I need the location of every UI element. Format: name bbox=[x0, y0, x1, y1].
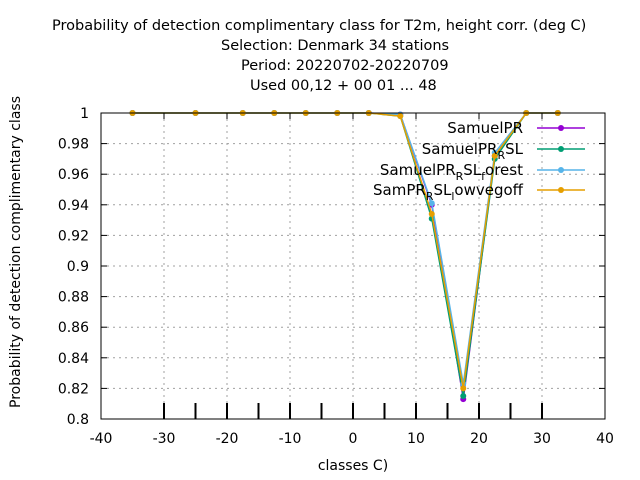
data-point bbox=[428, 200, 435, 207]
grid bbox=[101, 113, 605, 419]
data-point bbox=[428, 210, 435, 217]
x-tick-label: -30 bbox=[153, 431, 176, 447]
x-axis-label: classes C) bbox=[318, 458, 388, 474]
x-tick-label: 20 bbox=[470, 431, 488, 447]
chart-title: Probability of detection complimentary c… bbox=[52, 18, 587, 34]
y-tick-label: 0.8 bbox=[67, 412, 89, 428]
legend-swatch-point bbox=[558, 167, 564, 173]
chart-subtitle-selection: Selection: Denmark 34 stations bbox=[221, 38, 450, 54]
y-axis-label: Probability of detection complimentary c… bbox=[8, 96, 24, 408]
y-tick-label: 0.82 bbox=[58, 381, 89, 397]
legend-swatch-point bbox=[558, 187, 564, 193]
x-tick-label: 0 bbox=[349, 431, 358, 447]
y-tick-label: 0.9 bbox=[67, 259, 89, 275]
x-tick-label: 10 bbox=[407, 431, 425, 447]
x-tick-label: 30 bbox=[533, 431, 551, 447]
legend: SamuelPR SamuelPRRSLSamuelPRRSLforestSamP… bbox=[373, 119, 585, 203]
chart-subtitle-used: Used 00,12 + 00 01 ... 48 bbox=[250, 78, 437, 94]
data-point bbox=[397, 113, 404, 120]
axis-ticks: -40 -30 -20 -10 0 10 20 30 40 0.8 0.82 0.84 0.86 0.88… bbox=[58, 106, 614, 447]
x-tick-label: -10 bbox=[279, 431, 302, 447]
x-tick-label: 40 bbox=[596, 431, 614, 447]
data-point bbox=[460, 393, 467, 400]
y-tick-label: 0.94 bbox=[58, 198, 89, 214]
y-tick-label: 0.92 bbox=[58, 228, 89, 244]
legend-label: SamuelPRRSLforest bbox=[380, 161, 523, 183]
legend-label: SamuelPR bbox=[447, 119, 523, 137]
x-tick-label: -20 bbox=[216, 431, 239, 447]
data-point bbox=[460, 385, 467, 392]
y-tick-label: 0.86 bbox=[58, 320, 89, 336]
y-tick-label: 1 bbox=[80, 106, 89, 122]
x-tick-label: -40 bbox=[90, 431, 113, 447]
legend-label: SamPRRSLlowvegoff bbox=[373, 181, 524, 203]
y-tick-label: 0.84 bbox=[58, 351, 89, 367]
y-tick-label: 0.88 bbox=[58, 290, 89, 306]
y-tick-label: 0.98 bbox=[58, 137, 89, 153]
data-point bbox=[491, 152, 498, 159]
y-tick-label: 0.96 bbox=[58, 167, 89, 183]
legend-swatch-point bbox=[558, 146, 564, 152]
chart-subtitle-period: Period: 20220702-20220709 bbox=[241, 58, 449, 74]
legend-label: SamuelPRRSL bbox=[422, 140, 524, 162]
legend-swatch-point bbox=[558, 125, 564, 131]
